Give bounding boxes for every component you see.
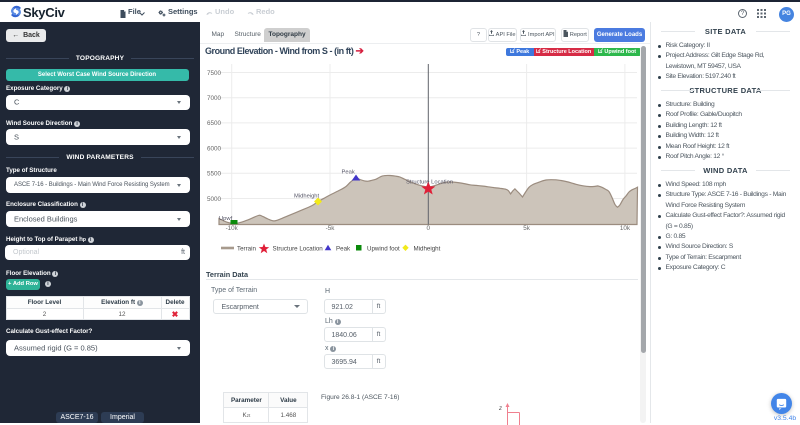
svg-text:-5k: -5k <box>326 225 336 232</box>
svg-text:Terrain: Terrain <box>237 246 256 253</box>
svg-text:0: 0 <box>427 225 431 232</box>
svg-text:Structure Location: Structure Location <box>406 180 453 186</box>
svg-text:6500: 6500 <box>207 120 222 127</box>
svg-text:Upwf: Upwf <box>219 216 233 222</box>
svg-text:10k: 10k <box>620 225 631 232</box>
svg-text:Midheight: Midheight <box>294 194 320 200</box>
svg-text:Structure Location: Structure Location <box>273 246 324 253</box>
svg-text:6000: 6000 <box>207 145 222 152</box>
svg-text:7000: 7000 <box>207 95 222 102</box>
svg-text:7500: 7500 <box>207 70 222 77</box>
svg-text:Peak: Peak <box>336 246 351 253</box>
svg-text:Midheight: Midheight <box>414 246 441 253</box>
svg-text:z: z <box>498 406 502 412</box>
svg-text:Peak: Peak <box>342 170 355 176</box>
svg-text:Upwind foot: Upwind foot <box>367 246 400 253</box>
svg-text:5500: 5500 <box>207 171 222 178</box>
svg-text:5000: 5000 <box>207 196 222 203</box>
svg-text:-10k: -10k <box>226 225 239 232</box>
svg-text:5k: 5k <box>523 225 531 232</box>
